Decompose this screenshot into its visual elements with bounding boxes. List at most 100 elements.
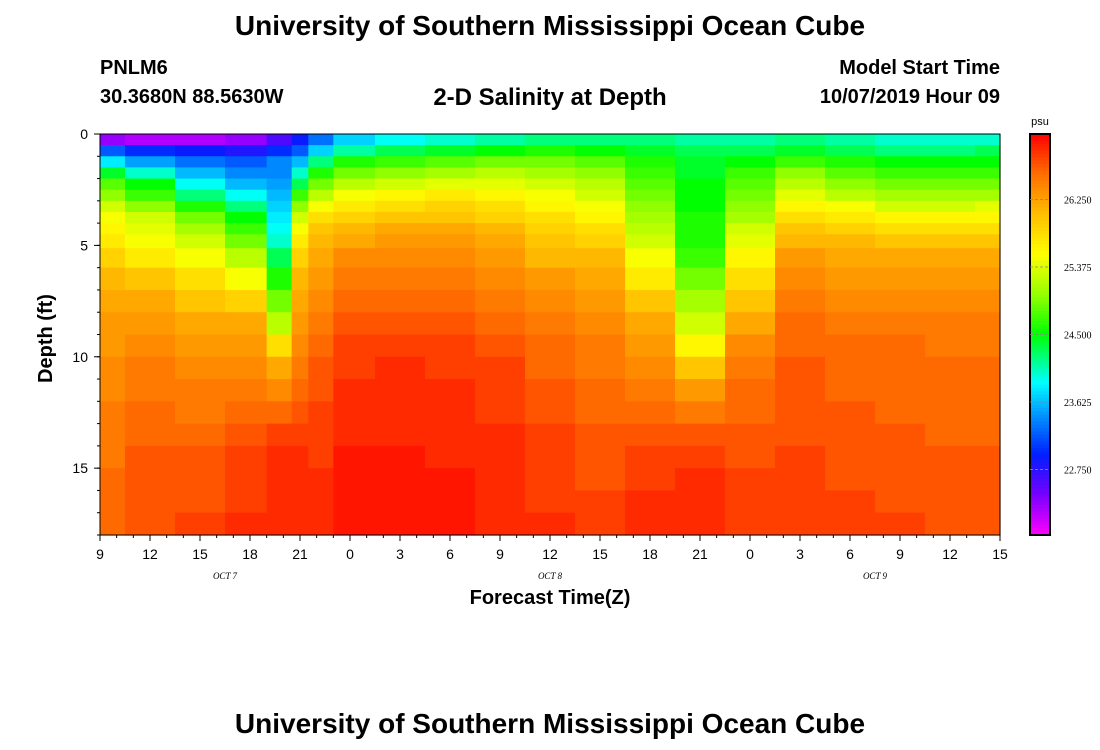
heatmap-cell (925, 379, 976, 402)
heatmap-cell (525, 189, 576, 202)
heatmap-cell (525, 356, 576, 380)
heatmap-cell (975, 423, 1001, 447)
heatmap-cell (175, 423, 226, 447)
colorbar-tick-label: 25.375 (1064, 263, 1092, 274)
heatmap-cell (308, 156, 334, 169)
colorbar-segment (1030, 214, 1050, 219)
colorbar-segment (1030, 147, 1050, 152)
heatmap-cell (291, 234, 309, 249)
heatmap-cell (175, 156, 226, 169)
heatmap-cell (725, 156, 776, 169)
colorbar-segment (1030, 271, 1050, 275)
heatmap-cell (875, 248, 926, 269)
heatmap-cell (625, 468, 676, 492)
heatmap-cell (675, 267, 726, 291)
heatmap-cell (525, 248, 576, 269)
colorbar-segment (1030, 471, 1050, 476)
heatmap-cell (308, 167, 334, 180)
heatmap-cell (575, 211, 626, 224)
heatmap-cell (625, 178, 676, 191)
x-tick-label: 0 (346, 546, 354, 562)
colorbar-segment (1030, 234, 1050, 239)
heatmap-cell (425, 356, 476, 380)
heatmap-cell (875, 211, 926, 224)
heatmap-cell (266, 156, 293, 169)
x-date-label: OCT 7 (213, 571, 238, 581)
heatmap-cell (266, 289, 293, 313)
heatmap-cell (308, 423, 334, 447)
heatmap-cell (725, 211, 776, 224)
heatmap-cell (475, 134, 526, 146)
colorbar-segment (1030, 524, 1050, 529)
heatmap-cell (575, 401, 626, 425)
heatmap-cell (925, 468, 976, 492)
heatmap-cell (775, 490, 826, 514)
heatmap-cell (675, 512, 726, 536)
heatmap-cell (725, 145, 776, 157)
x-tick-label: 18 (642, 546, 658, 562)
colorbar-segment (1030, 281, 1050, 285)
heatmap-cell (100, 356, 126, 380)
colorbar-segment (1030, 317, 1050, 322)
heatmap-cell (675, 468, 726, 492)
heatmap-cell (175, 289, 226, 313)
colorbar-segment (1030, 478, 1050, 483)
heatmap-cell (125, 512, 176, 536)
heatmap-cell (975, 189, 1001, 202)
colorbar-segment (1030, 230, 1050, 235)
colorbar-segment (1030, 508, 1050, 513)
heatmap-cell (525, 512, 576, 536)
heatmap-cell (308, 234, 334, 249)
heatmap-cell (291, 267, 309, 291)
heatmap-cell (100, 423, 126, 447)
heatmap-cell (675, 234, 726, 249)
heatmap-cell (175, 490, 226, 514)
heatmap-cell (575, 379, 626, 402)
heatmap-cell (308, 200, 334, 213)
heatmap-cell (308, 490, 334, 514)
heatmap-cell (125, 178, 176, 191)
heatmap-cell (125, 134, 176, 146)
heatmap-cell (175, 267, 226, 291)
heatmap-cell (225, 468, 268, 492)
colorbar-segment (1030, 367, 1050, 372)
heatmap-cell (675, 289, 726, 313)
heatmap-cell (725, 134, 776, 146)
heatmap-cell (475, 379, 526, 402)
colorbar-segment (1030, 424, 1050, 429)
heatmap-cell (333, 156, 376, 169)
heatmap-cell (225, 401, 268, 425)
colorbar-segment (1030, 150, 1050, 155)
x-tick-label: 3 (796, 546, 804, 562)
heatmap-cell (575, 145, 626, 157)
heatmap-cell (525, 468, 576, 492)
heatmap-cell (925, 167, 976, 180)
heatmap-cell (625, 248, 676, 269)
heatmap-cell (291, 189, 309, 202)
heatmap-cell (175, 401, 226, 425)
colorbar-segment (1030, 257, 1050, 262)
heatmap-cell (308, 401, 334, 425)
heatmap-cell (333, 445, 376, 469)
heatmap-cell (925, 234, 976, 249)
heatmap-cell (775, 312, 826, 336)
page-title-top: University of Southern Mississippi Ocean… (234, 10, 866, 41)
colorbar-segment (1030, 474, 1050, 479)
heatmap-cell (925, 178, 976, 191)
heatmap-cell (375, 178, 426, 191)
colorbar-segment (1030, 344, 1050, 349)
heatmap-cell (875, 356, 926, 380)
heatmap-cell (100, 145, 126, 157)
heatmap-cell (308, 178, 334, 191)
heatmap-cell (100, 248, 126, 269)
colorbar-segment (1030, 394, 1050, 399)
heatmap-cell (125, 234, 176, 249)
heatmap-cell (825, 289, 876, 313)
heatmap-cell (925, 189, 976, 202)
heatmap-cell (333, 468, 376, 492)
heatmap-cell (725, 468, 776, 492)
heatmap-cell (825, 445, 876, 469)
heatmap-cell (125, 189, 176, 202)
heatmap-cell (825, 200, 876, 213)
heatmap-cell (725, 267, 776, 291)
